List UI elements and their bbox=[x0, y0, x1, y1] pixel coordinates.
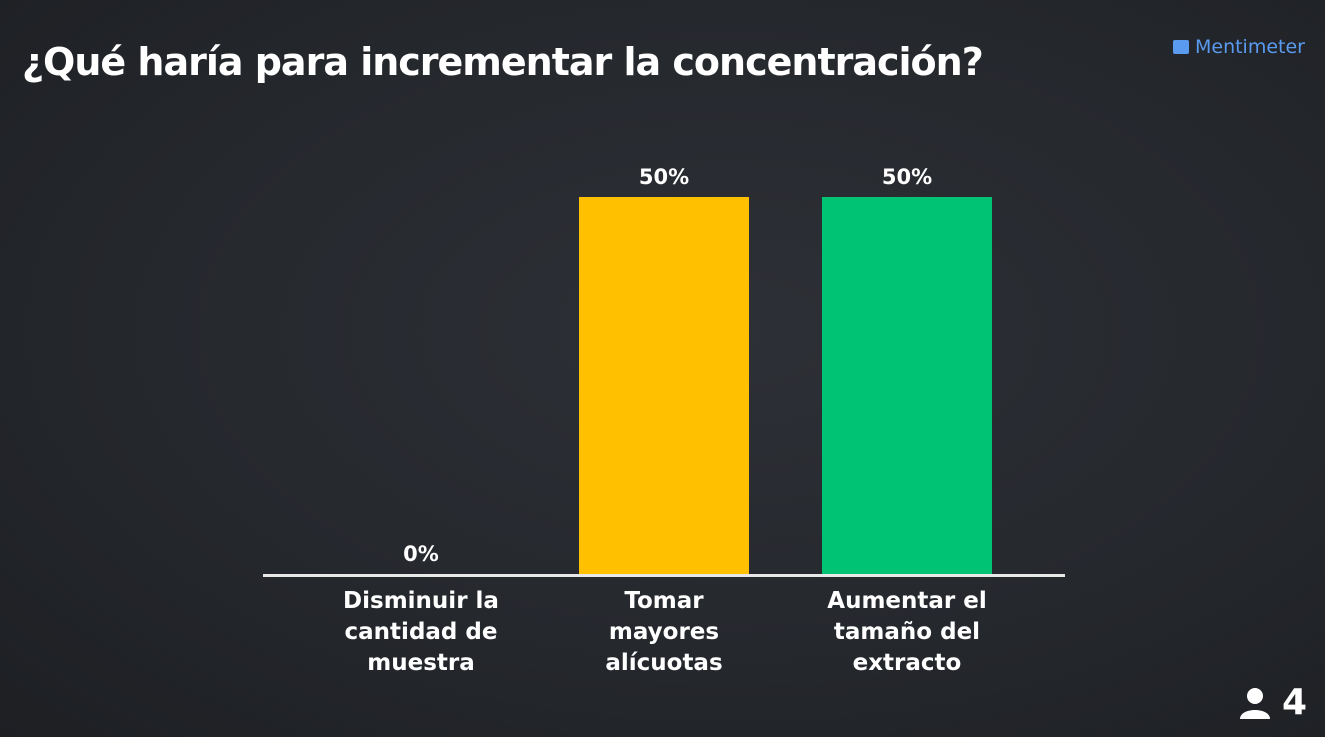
brand-icon bbox=[1172, 40, 1189, 54]
participant-count: 4 bbox=[1281, 682, 1307, 723]
category-label: Aumentar el tamaño del extracto bbox=[827, 588, 987, 676]
baseline bbox=[263, 574, 1065, 577]
category-label: Disminuir la cantidad de muestra bbox=[343, 588, 499, 676]
brand-name: Mentimeter bbox=[1194, 36, 1305, 58]
data-label: 50% bbox=[881, 165, 933, 189]
bar bbox=[822, 197, 992, 574]
brand: Mentimeter bbox=[1172, 36, 1305, 58]
data-label: 0% bbox=[403, 542, 439, 566]
data-label: 50% bbox=[638, 165, 690, 189]
chart-title: ¿Qué haría para incrementar la concentra… bbox=[22, 40, 984, 84]
person-icon bbox=[1239, 687, 1270, 719]
category-label: Tomar mayores alícuotas bbox=[605, 588, 723, 676]
participants: 4 bbox=[1238, 682, 1307, 723]
bar bbox=[579, 197, 749, 574]
